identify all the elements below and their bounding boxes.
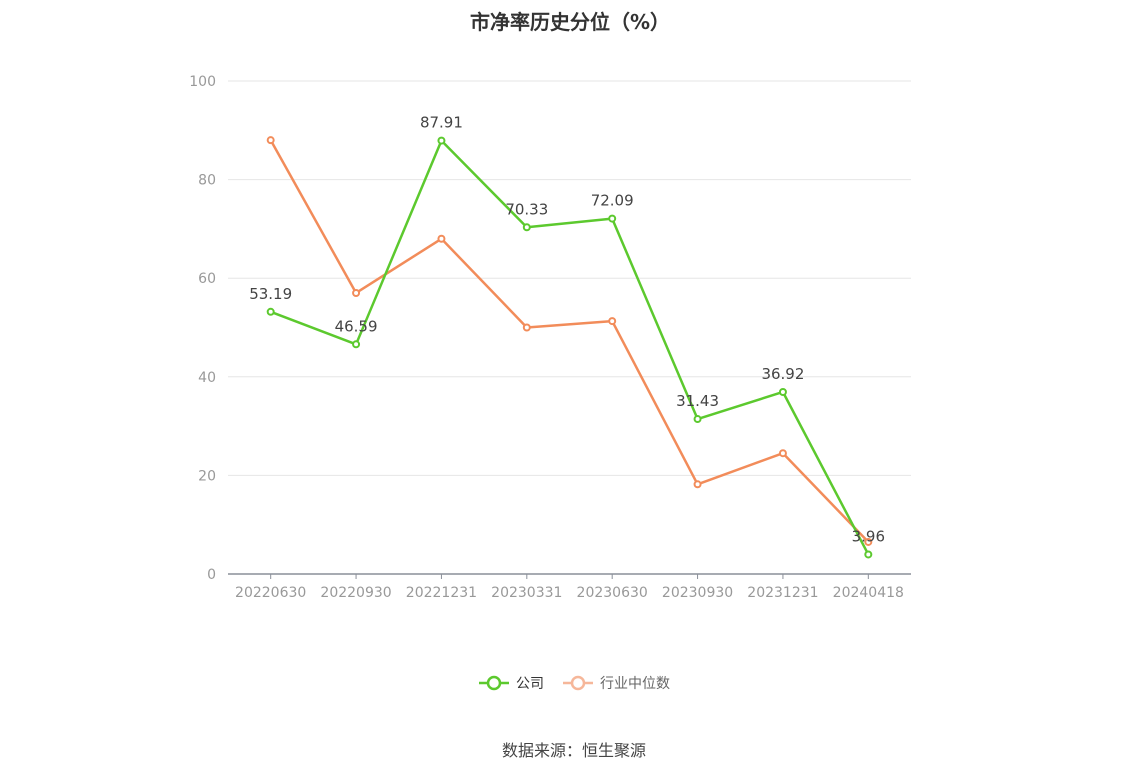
x-tick-label: 20221231 [406,585,477,601]
x-tick-label: 20220930 [320,585,391,601]
legend: 公司 行业中位数 [0,673,1148,693]
data-label: 3.96 [852,527,885,545]
legend-company-marker-icon [479,675,509,691]
series-1-point [522,323,531,332]
data-label: 72.09 [591,192,634,210]
x-tick-label: 20230331 [491,585,562,601]
legend-industry-label: 行业中位数 [600,676,670,692]
y-tick-label: 40 [198,370,216,386]
series-0-point [608,214,617,223]
series-0-point [437,136,446,145]
series-1-point [266,136,275,145]
legend-industry-marker-icon [563,675,593,691]
data-label: 87.91 [420,114,463,132]
x-tick-label: 20240418 [833,585,904,601]
series-1-point [864,537,873,546]
series-line-0 [270,139,870,556]
series-0-point [352,340,361,349]
y-tick-label: 20 [198,468,216,484]
x-tick-label: 20220630 [235,585,306,601]
series-1-point [608,317,617,326]
series-layer [266,136,873,559]
y-tick-label: 60 [198,271,216,287]
axis-layer: 0 20 40 60 80 100 20220630 20220930 20221231 2023… [189,74,911,601]
grid-layer [228,80,911,476]
line-chart: 0 20 40 60 80 100 20220630 20220930 20221231 2023… [189,74,911,601]
data-label: 53.19 [249,285,292,303]
data-label: 31.43 [676,392,719,410]
data-label-layer: 53.19 46.59 87.91 70.33 72.09 31.43 36.92 3.96 [249,114,885,546]
data-label: 70.33 [505,200,548,218]
data-source-note: 数据来源：恒生聚源 [501,741,646,760]
series-1-point [778,449,787,458]
series-1-point [352,288,361,297]
data-label: 36.92 [761,365,804,383]
legend-company-label: 公司 [516,676,544,692]
series-0-point [266,307,275,316]
series-0-point [864,550,873,559]
x-tick-label: 20231231 [747,585,818,601]
series-line-1 [269,139,870,543]
y-tick-label: 0 [207,567,216,583]
series-0-point [778,387,787,396]
y-tick-label: 80 [198,173,216,189]
x-tick-label: 20230630 [577,585,648,601]
data-label: 46.59 [335,317,378,335]
series-1-point [693,480,702,489]
legend-item-industry-median[interactable]: 行业中位数 [562,673,670,693]
series-0-point [693,415,702,424]
x-tick-label: 20230930 [662,585,733,601]
series-0-point [522,223,531,232]
chart-title: 市净率历史分位（%） [469,10,671,34]
y-tick-label: 100 [189,74,216,90]
legend-item-company[interactable]: 公司 [478,673,544,693]
series-1-point [437,234,446,243]
